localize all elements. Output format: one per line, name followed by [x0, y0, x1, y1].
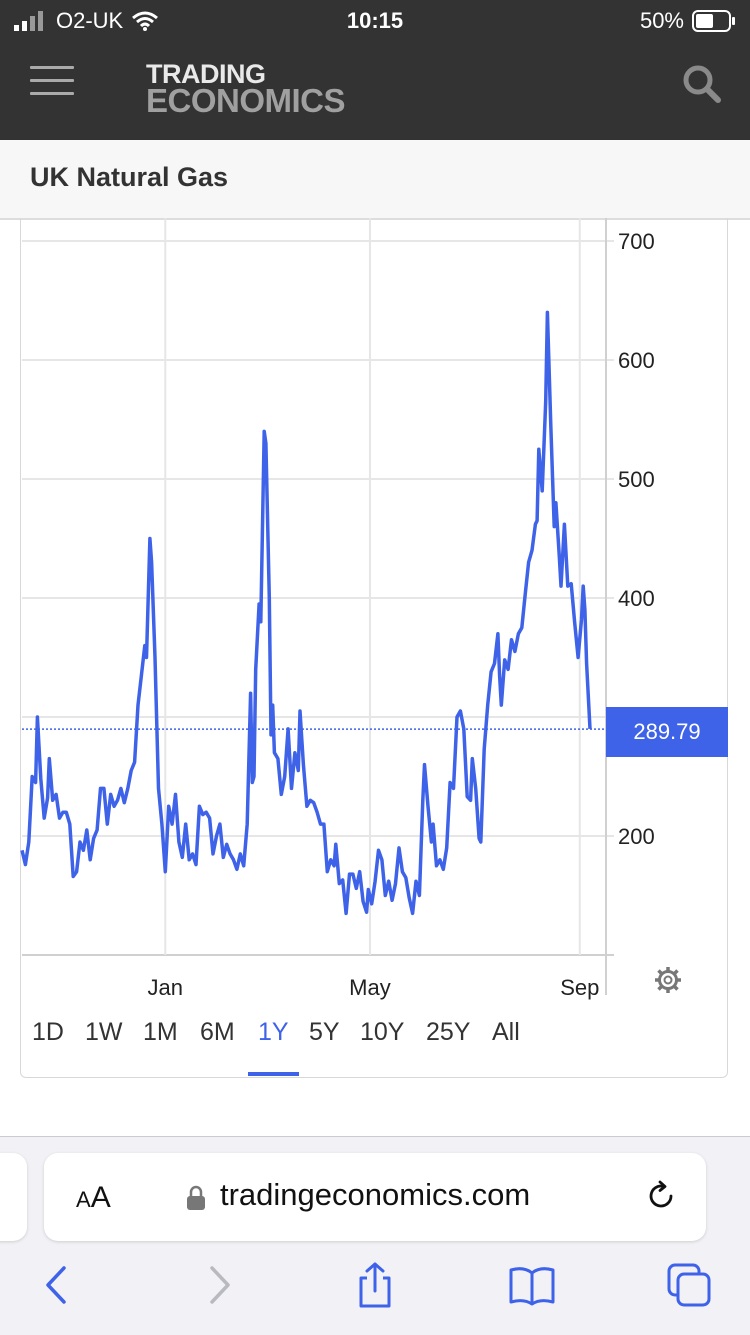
- y-tick-label: 500: [618, 467, 655, 492]
- range-10y[interactable]: 10Y: [360, 1018, 405, 1046]
- address-bar[interactable]: AA tradingeconomics.com: [44, 1153, 706, 1241]
- text-size-big: A: [90, 1181, 111, 1214]
- battery-icon: [692, 10, 735, 32]
- x-tick-label: May: [349, 975, 391, 1000]
- y-axis: 700 600 500 400 200: [618, 229, 655, 849]
- site-logo[interactable]: TRADING ECONOMICS: [146, 59, 346, 120]
- current-value-label: 289.79: [606, 707, 728, 757]
- range-5y[interactable]: 5Y: [309, 1018, 340, 1046]
- range-1w[interactable]: 1W: [85, 1018, 123, 1046]
- price-chart[interactable]: 700 600 500 400 200 Jan May Sep: [0, 0, 750, 1010]
- range-25y[interactable]: 25Y: [426, 1018, 471, 1046]
- forward-icon[interactable]: [196, 1262, 242, 1308]
- y-tick-label: 400: [618, 586, 655, 611]
- chart-grid: [22, 218, 614, 995]
- battery-percent: 50%: [639, 8, 684, 33]
- search-icon[interactable]: [682, 64, 722, 104]
- gear-icon[interactable]: [654, 966, 682, 994]
- url-text[interactable]: tradingeconomics.com: [220, 1177, 531, 1212]
- clock: 10:15: [346, 8, 404, 33]
- range-6m[interactable]: 6M: [200, 1018, 235, 1046]
- lock-icon: [187, 1185, 205, 1210]
- wifi-icon: [132, 11, 159, 31]
- title-bar: UK Natural Gas: [0, 140, 750, 220]
- chart-container: [20, 218, 728, 1078]
- range-1d[interactable]: 1D: [32, 1018, 64, 1046]
- status-left: O2-UK: [14, 8, 159, 34]
- x-tick-label: Jan: [148, 975, 183, 1000]
- x-tick-label: Sep: [560, 975, 599, 1000]
- text-size-small: A: [76, 1187, 91, 1212]
- status-right: 50%: [640, 8, 736, 34]
- carrier-name: O2-UK: [56, 8, 124, 33]
- tabs-icon[interactable]: [666, 1262, 712, 1308]
- range-all[interactable]: All: [492, 1018, 520, 1046]
- active-range-indicator: [248, 1072, 299, 1076]
- reload-icon[interactable]: [644, 1179, 678, 1213]
- logo-line1: TRADING: [146, 59, 266, 89]
- previous-tab-card[interactable]: [0, 1153, 27, 1241]
- share-icon[interactable]: [352, 1262, 398, 1308]
- browser-chrome: AA tradingeconomics.com: [0, 1136, 750, 1335]
- site-header: TRADING ECONOMICS: [0, 40, 750, 140]
- text-size-button[interactable]: AA: [76, 1181, 111, 1215]
- signal-icon: [14, 11, 43, 31]
- back-icon[interactable]: [34, 1262, 80, 1308]
- x-axis: Jan May Sep: [148, 975, 600, 1000]
- range-1y[interactable]: 1Y: [258, 1018, 289, 1046]
- series-line: [20, 310, 592, 916]
- menu-icon[interactable]: [30, 66, 74, 96]
- y-tick-label: 200: [618, 824, 655, 849]
- logo-line2: ECONOMICS: [146, 82, 346, 120]
- y-tick-label: 600: [618, 348, 655, 373]
- bookmarks-icon[interactable]: [509, 1262, 555, 1308]
- range-1m[interactable]: 1M: [143, 1018, 178, 1046]
- page-title: UK Natural Gas: [30, 162, 229, 192]
- status-bar: O2-UK 10:15 50%: [0, 0, 750, 40]
- y-tick-label: 700: [618, 229, 655, 254]
